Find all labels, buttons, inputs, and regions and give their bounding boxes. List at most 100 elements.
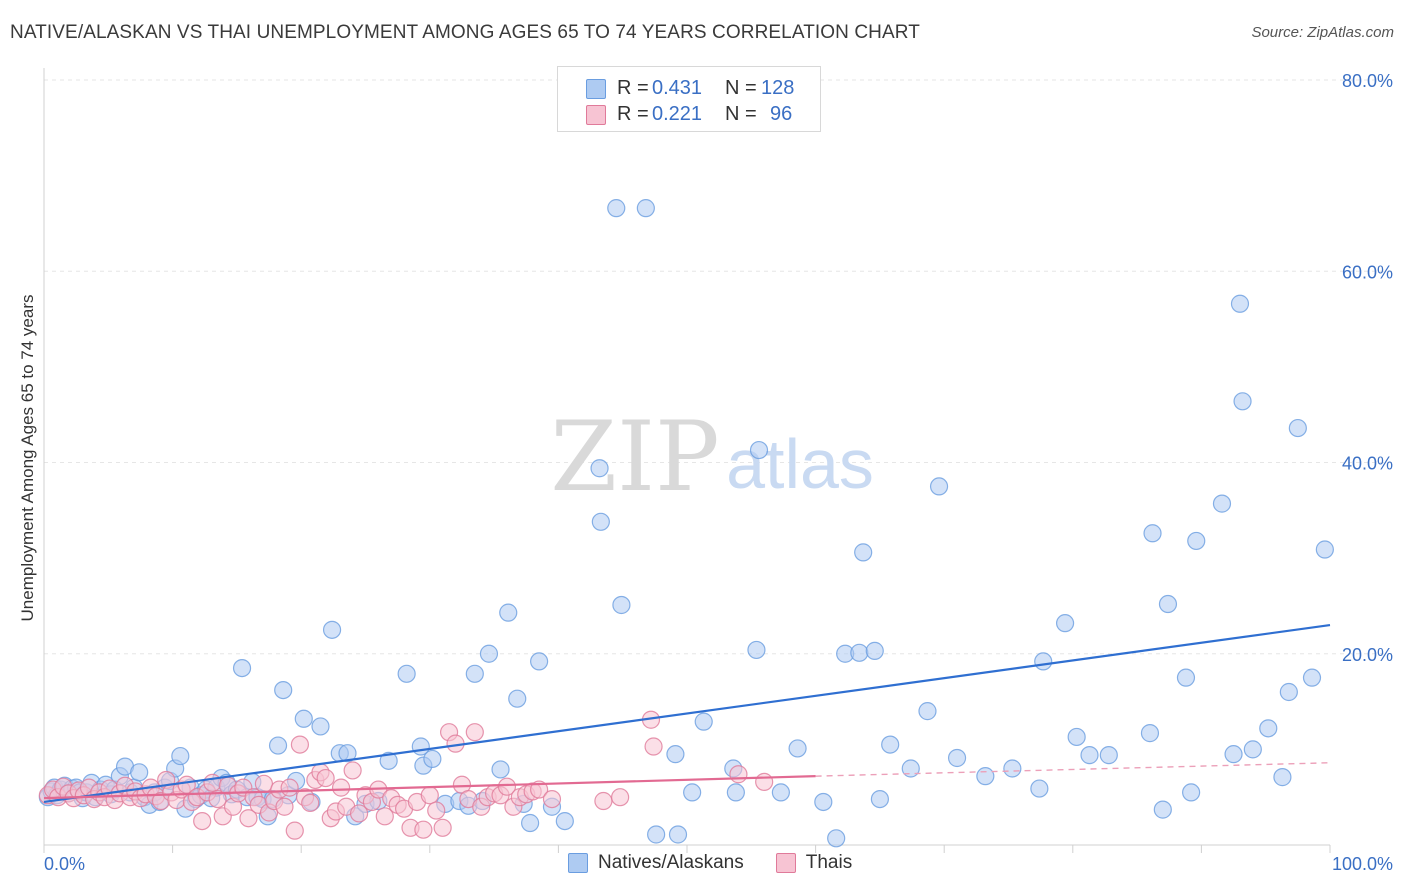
native-point (636, 199, 655, 218)
legend-n-label: N = (725, 76, 757, 99)
native-point (918, 702, 937, 721)
x-tick-label: 0.0% (44, 854, 85, 874)
thai-point (542, 789, 562, 809)
native-point (1034, 652, 1053, 671)
thai-point (290, 735, 310, 754)
thai-point (644, 737, 663, 756)
native-point (612, 595, 631, 615)
thai-point (427, 801, 446, 820)
native-point (1279, 682, 1298, 702)
thai-point (497, 777, 517, 796)
native-point (1212, 494, 1232, 513)
y-tick-label: 20.0% (1342, 645, 1393, 665)
native-point (1273, 768, 1292, 787)
native-point (607, 199, 626, 218)
native-point (1143, 524, 1162, 543)
native-point (171, 746, 190, 766)
native-point (465, 664, 484, 683)
legend-row-natives: R = 0.431 N = 128 (558, 74, 820, 102)
thai-point (301, 793, 320, 813)
legend-n-value: 128 (761, 76, 795, 99)
native-point (1153, 800, 1172, 819)
native-point (591, 512, 610, 531)
native-point (294, 709, 313, 728)
native-point (1055, 614, 1075, 633)
watermark-zip: ZIP (550, 401, 719, 513)
native-point (1080, 746, 1099, 765)
native-point (1067, 727, 1086, 747)
native-point (499, 603, 518, 622)
native-point (397, 664, 416, 683)
thai-point (465, 723, 484, 742)
native-trend-line (43, 623, 1331, 804)
thai-point (530, 780, 549, 799)
native-point (555, 811, 574, 831)
native-point (1288, 418, 1307, 438)
native-point (338, 744, 357, 763)
native-point (1176, 668, 1196, 687)
correlation-legend: R = 0.431 N = 128 R = 0.221 N = 96 (557, 66, 821, 132)
legend-label-thais: Thais (805, 852, 853, 873)
native-point (1243, 740, 1262, 759)
legend-r-label: R = (617, 102, 649, 125)
native-point (854, 543, 873, 562)
native-point (530, 652, 549, 671)
thai-point (755, 772, 774, 791)
native-point (479, 644, 499, 663)
source-label: Source: ZipAtlas.com (1251, 24, 1394, 41)
legend-swatch-thais (775, 853, 796, 873)
native-point (423, 749, 442, 769)
native-point (590, 459, 609, 478)
thai-point (420, 786, 439, 805)
native-point (668, 825, 688, 844)
thai-trend-extension (815, 762, 1331, 777)
native-point (647, 825, 666, 844)
native-point (1315, 540, 1334, 559)
native-point (947, 748, 967, 768)
native-point (508, 689, 527, 708)
legend-swatch-thais (586, 105, 606, 125)
thai-point (331, 778, 351, 797)
thai-point (239, 809, 258, 828)
native-point (726, 783, 745, 802)
native-point (814, 792, 833, 812)
native-point (850, 643, 869, 662)
legend-r-label: R = (617, 76, 649, 99)
native-point (1140, 724, 1160, 743)
native-point (666, 745, 685, 764)
native-point (130, 763, 149, 782)
native-point (1233, 392, 1252, 411)
x-tick-label: 100.0% (1332, 854, 1393, 874)
watermark-atlas: atlas (726, 425, 874, 503)
thai-point (275, 797, 294, 816)
native-point (747, 640, 766, 660)
native-point (268, 736, 288, 755)
native-point (1187, 531, 1206, 551)
y-tick-label: 60.0% (1342, 262, 1393, 282)
native-point (1224, 745, 1243, 764)
native-point (491, 760, 510, 779)
thai-point (343, 761, 362, 780)
native-point (322, 620, 342, 639)
y-tick-label: 80.0% (1342, 71, 1393, 91)
legend-r-value: 0.221 (652, 102, 703, 125)
thai-point (611, 788, 630, 807)
native-point (976, 767, 995, 786)
native-point (1030, 779, 1049, 798)
native-point (929, 477, 949, 496)
thai-point (193, 811, 212, 831)
native-point (1003, 759, 1022, 778)
series-legend: Natives/Alaskans Thais (568, 852, 852, 874)
thai-point (375, 807, 394, 826)
legend-swatch-natives (586, 79, 606, 99)
thai-point (729, 765, 748, 784)
thai-point (433, 818, 452, 837)
thai-point (349, 804, 369, 823)
native-point (1230, 294, 1250, 313)
y-tick-label: 40.0% (1342, 454, 1393, 474)
legend-r-value: 0.431 (652, 76, 703, 99)
native-point (1182, 783, 1201, 802)
native-point (901, 759, 920, 778)
legend-swatch-natives (568, 853, 588, 873)
